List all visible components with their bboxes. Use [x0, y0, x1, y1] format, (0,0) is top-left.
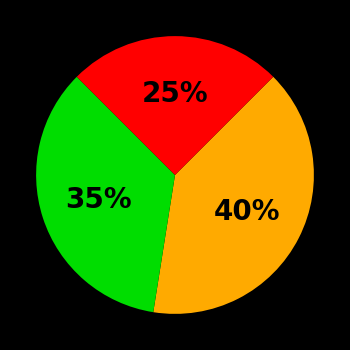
Wedge shape	[77, 36, 273, 175]
Wedge shape	[153, 77, 314, 314]
Text: 25%: 25%	[142, 80, 208, 108]
Text: 35%: 35%	[65, 186, 132, 214]
Wedge shape	[36, 77, 175, 312]
Text: 40%: 40%	[214, 197, 280, 225]
